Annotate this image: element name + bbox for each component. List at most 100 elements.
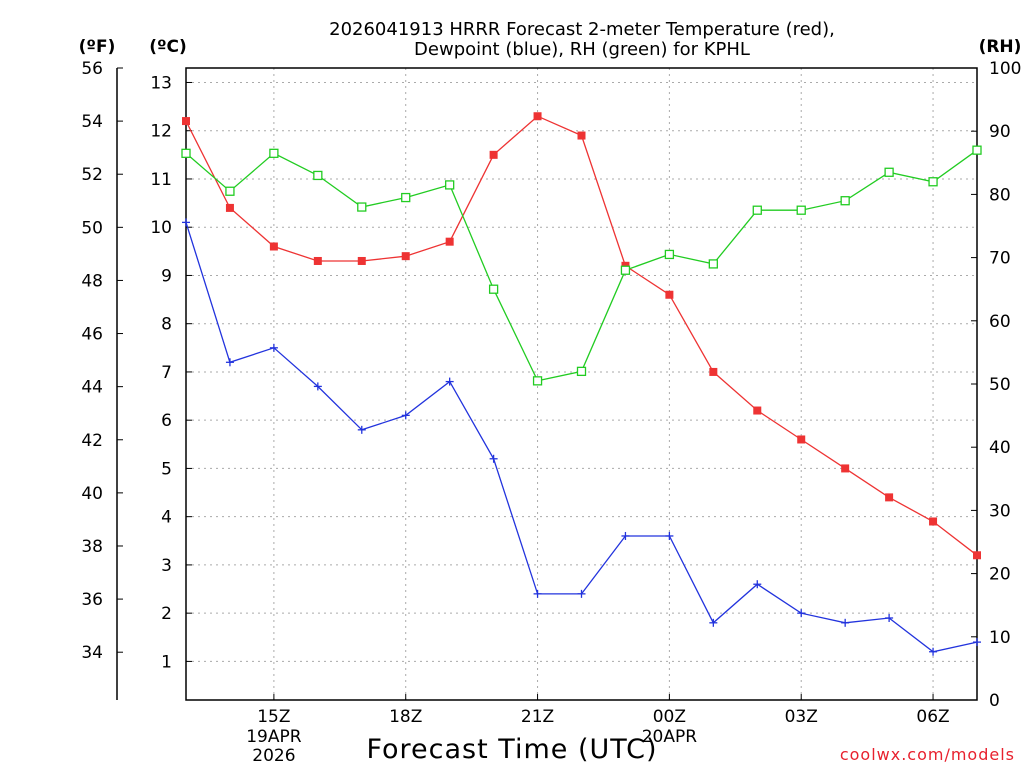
fahrenheit-tick-label: 38 <box>81 537 103 557</box>
data-point <box>445 377 454 386</box>
x-tick-label: 06Z <box>916 707 949 727</box>
data-point <box>928 177 938 187</box>
data-point <box>973 551 981 560</box>
data-point <box>181 148 191 158</box>
data-point <box>401 252 410 261</box>
celsius-tick-label: 4 <box>161 508 172 528</box>
data-point <box>401 411 410 420</box>
x-tick-label: 00Z <box>653 707 686 727</box>
celsius-tick-label: 10 <box>150 218 172 238</box>
x-axis-label: Forecast Time (UTC) <box>366 734 657 765</box>
celsius-tick-label: 11 <box>150 170 172 190</box>
data-point <box>796 205 806 215</box>
data-point <box>489 150 498 159</box>
data-point <box>533 112 542 121</box>
data-point <box>313 170 323 181</box>
data-point <box>885 493 894 502</box>
data-point <box>753 406 762 415</box>
fahrenheit-tick-label: 36 <box>81 590 103 610</box>
celsius-tick-label: 1 <box>161 652 172 672</box>
data-point <box>489 454 498 463</box>
fahrenheit-tick-label: 40 <box>81 484 103 504</box>
x-tick-year-label: 2026 <box>252 746 295 766</box>
data-point <box>577 131 586 140</box>
data-point <box>972 145 982 155</box>
series-rh <box>181 145 982 386</box>
data-point <box>709 367 718 376</box>
fahrenheit-unit-label: (ºF) <box>79 37 116 57</box>
data-point <box>182 117 190 126</box>
x-tick-date-label: 19APR <box>246 727 302 747</box>
data-point <box>269 343 278 352</box>
series-line <box>185 222 978 653</box>
celsius-tick-label: 7 <box>161 363 172 383</box>
data-point <box>840 196 850 206</box>
data-point <box>269 148 279 158</box>
data-point <box>929 647 938 656</box>
chart-title-line1: 2026041913 HRRR Forecast 2-meter Tempera… <box>329 19 835 40</box>
data-point <box>709 618 718 627</box>
data-point <box>357 202 367 212</box>
data-point <box>753 580 762 589</box>
x-tick-label: 21Z <box>521 707 554 727</box>
celsius-tick-label: 6 <box>161 411 172 431</box>
plot-frame <box>185 67 978 701</box>
fahrenheit-tick-label: 46 <box>81 325 103 345</box>
series-2-meter-temperature <box>182 112 981 560</box>
data-point <box>841 464 850 473</box>
credit-text: coolwx.com/models <box>840 745 1015 764</box>
celsius-tick-label: 8 <box>161 315 172 335</box>
fahrenheit-tick-label: 54 <box>81 112 103 132</box>
data-point <box>533 589 542 598</box>
celsius-tick-label: 2 <box>161 604 172 624</box>
data-point <box>532 376 543 386</box>
data-point <box>620 265 631 275</box>
rh-tick-label: 40 <box>989 438 1011 458</box>
x-tick-label: 18Z <box>389 707 422 727</box>
data-point <box>577 589 586 598</box>
fahrenheit-tick-label: 44 <box>81 378 103 398</box>
rh-tick-label: 20 <box>989 565 1011 585</box>
x-tick-date-label: 20APR <box>642 727 698 747</box>
rh-tick-label: 30 <box>989 501 1011 521</box>
data-series <box>181 112 982 656</box>
rh-tick-label: 70 <box>989 249 1011 269</box>
celsius-tick-label: 5 <box>161 459 172 479</box>
data-point <box>797 435 806 444</box>
data-point <box>621 531 630 540</box>
data-point <box>225 186 235 196</box>
data-point <box>973 638 981 647</box>
data-point <box>182 218 190 227</box>
data-point <box>445 180 455 190</box>
series-dewpoint <box>182 218 981 656</box>
rh-tick-label: 10 <box>989 628 1011 648</box>
data-point <box>357 256 366 265</box>
data-point <box>225 358 234 367</box>
celsius-unit-label: (ºC) <box>149 37 187 57</box>
series-line <box>185 115 978 556</box>
data-point <box>929 517 938 526</box>
data-point <box>664 249 675 260</box>
series-line <box>185 149 978 382</box>
data-point <box>225 203 234 212</box>
data-point <box>665 290 674 299</box>
fahrenheit-tick-label: 50 <box>81 218 103 238</box>
rh-tick-label: 80 <box>989 185 1011 205</box>
data-point <box>752 205 762 215</box>
data-point <box>445 237 454 246</box>
data-point <box>665 531 674 540</box>
rh-unit-label: (RH) <box>979 37 1022 57</box>
rh-tick-label: 0 <box>989 691 1000 711</box>
fahrenheit-tick-label: 48 <box>81 271 103 291</box>
data-point <box>797 609 806 618</box>
rh-tick-label: 100 <box>989 59 1021 79</box>
data-point <box>313 382 322 391</box>
rh-tick-label: 60 <box>989 312 1011 332</box>
data-point <box>313 256 322 265</box>
fahrenheit-tick-label: 56 <box>81 59 103 79</box>
grid-lines <box>186 68 977 700</box>
data-point <box>576 366 587 377</box>
x-tick-label: 03Z <box>785 707 818 727</box>
data-point <box>357 425 366 434</box>
